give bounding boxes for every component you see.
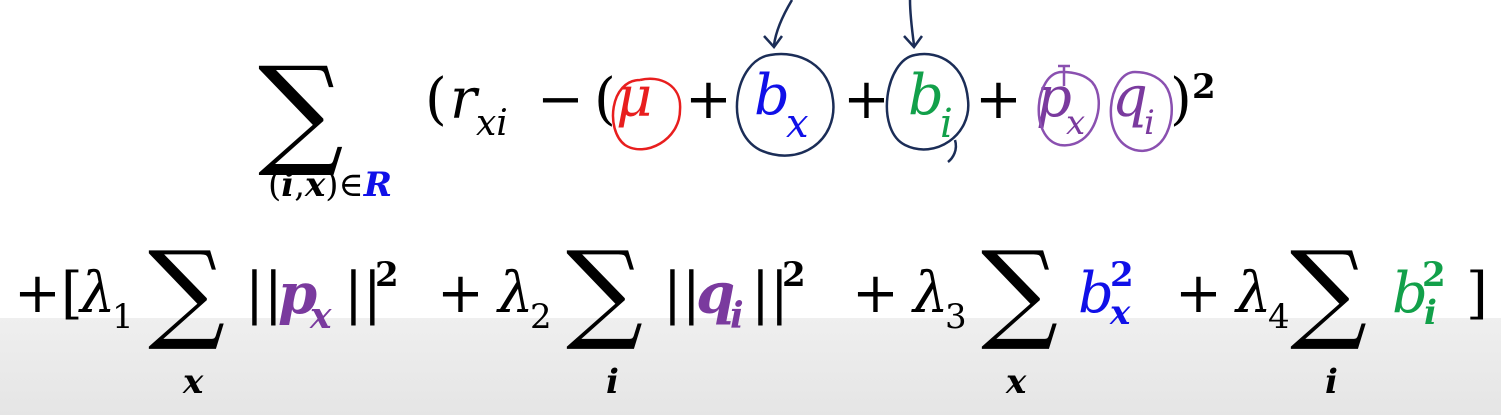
lambda-2: λ: [498, 261, 534, 326]
item-bias-subscript: i: [940, 101, 953, 147]
user-bias-square: 2: [1110, 255, 1134, 295]
item-bias-b: b: [908, 63, 944, 128]
user-factor-p: p: [278, 261, 318, 327]
item-bias-square: 2: [1422, 255, 1446, 295]
rating-subscript: xi: [476, 103, 508, 144]
navy-circle-bi: [885, 52, 970, 151]
user-factor-subscript: x: [1066, 103, 1086, 143]
user-bias-b: b: [1078, 261, 1114, 326]
lambda-1-subscript: 1: [112, 297, 134, 337]
user-factor-p: p: [1036, 65, 1072, 130]
norm-bars: ||: [245, 261, 283, 326]
arrow-head-bi: [903, 35, 924, 49]
item-factor-q: q: [1112, 65, 1148, 130]
user-bias-b: b: [754, 63, 790, 128]
purple-circle-px: [1037, 70, 1101, 147]
plus-sign: +: [685, 67, 732, 132]
close-bracket: ]: [1466, 261, 1488, 326]
norm-bars: ||: [663, 261, 701, 326]
plus-sign: +: [975, 67, 1022, 132]
plus-bracket: +[: [14, 261, 83, 326]
navy-circle-bx: [735, 52, 835, 157]
square-exponent: 2: [375, 255, 399, 295]
summation-index-x: x: [1006, 362, 1027, 402]
summation-symbol: ∑: [258, 42, 344, 181]
plus-sign: +: [437, 261, 484, 326]
plus-sign: +: [843, 67, 890, 132]
arrow-to-bi: [908, 0, 916, 46]
purple-circle-qi: [1109, 70, 1173, 152]
open-paren: (: [425, 67, 447, 132]
summation-symbol: ∑: [566, 229, 644, 354]
summation-symbol: ∑: [981, 229, 1059, 354]
square-exponent: 2: [782, 255, 806, 295]
norm-bars: ||: [751, 261, 789, 326]
item-factor-q: q: [696, 261, 736, 327]
minus-sign: −: [537, 67, 584, 132]
user-bias-subscript: x: [786, 101, 809, 147]
user-factor-subscript: x: [310, 295, 332, 337]
user-bias-subscript: x: [1110, 293, 1131, 333]
lambda-3: λ: [913, 261, 949, 326]
navy-tail-bi: [947, 139, 958, 163]
summation-index-i: i: [1325, 362, 1338, 402]
rating-r: r: [450, 67, 477, 132]
lambda-4-subscript: 4: [1268, 297, 1290, 337]
item-bias-subscript: i: [1424, 293, 1437, 333]
item-bias-b: b: [1392, 261, 1428, 326]
summation-symbol: ∑: [148, 229, 226, 354]
plus-sign: +: [852, 261, 899, 326]
lambda-2-subscript: 2: [530, 297, 552, 337]
plus-sign: +: [1175, 261, 1222, 326]
item-factor-subscript: i: [730, 295, 744, 337]
summation-symbol: ∑: [1290, 229, 1368, 354]
open-paren-inner: (: [594, 67, 616, 132]
lambda-3-subscript: 3: [945, 297, 967, 337]
item-factor-subscript: i: [1144, 103, 1155, 143]
square-exponent: 2: [1192, 67, 1216, 107]
lambda-4: λ: [1236, 261, 1272, 326]
purple-transpose-mark: [1058, 64, 1070, 86]
bottom-bar: [0, 318, 1501, 415]
summation-index-x: x: [183, 362, 204, 402]
rating-set-symbol: R: [363, 165, 392, 205]
arrow-head-bx: [763, 35, 784, 49]
summation-index-i: i: [606, 362, 619, 402]
red-circle-mu: [611, 77, 682, 151]
lambda-1: λ: [80, 261, 116, 326]
close-paren: ): [1170, 67, 1192, 132]
arrow-to-bx: [772, 0, 794, 46]
norm-bars: ||: [344, 261, 382, 326]
summation-index: (i,x)∈R: [268, 165, 392, 205]
